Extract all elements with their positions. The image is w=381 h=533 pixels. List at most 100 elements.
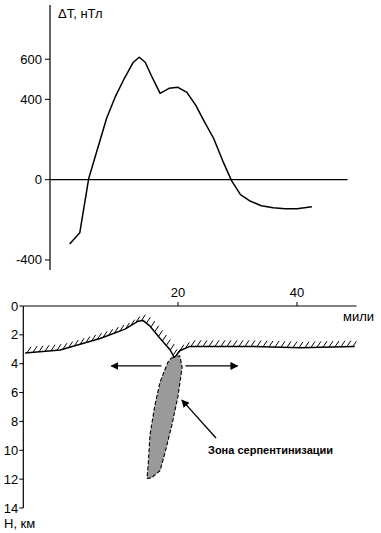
seafloor-hatch: [251, 340, 255, 346]
annotation-arrow: [182, 400, 216, 438]
seafloor-hatch: [227, 340, 231, 346]
seafloor-hatch: [63, 343, 67, 349]
figure: -4000400600ΔT, нТл204002468101214милиH, …: [0, 0, 381, 533]
seafloor-hatch: [215, 340, 219, 346]
seafloor-hatch: [45, 345, 49, 351]
annotation: Зона серпентинизации: [182, 400, 333, 456]
y-tick-label: 10: [4, 443, 18, 458]
y-tick-label: 8: [11, 414, 18, 429]
seafloor-hatch: [305, 342, 309, 348]
y-tick: [45, 259, 50, 260]
x-tick-label: 20: [171, 285, 185, 300]
y-axis: [49, 5, 50, 270]
y-tick: [19, 392, 23, 393]
y-tick-label: 4: [11, 356, 18, 371]
y-tick: [45, 99, 50, 100]
axes: -400 0 400 600 ΔT, нТл: [16, 5, 348, 270]
seafloor-hatch: [245, 340, 249, 346]
seafloor-hatch: [299, 342, 303, 348]
seafloor-hatch: [221, 340, 225, 346]
seafloor-hatch: [263, 341, 267, 347]
seafloor-hatch: [92, 335, 96, 341]
y-tick: [19, 479, 23, 480]
seafloor-hatch: [27, 347, 31, 353]
y-tick-label: 0: [35, 172, 42, 187]
seafloor-hatch: [239, 340, 243, 346]
y-tick: [19, 421, 23, 422]
x-tick-label: 40: [290, 285, 304, 300]
serpentinization-zone: [147, 356, 182, 479]
seafloor-hatch: [269, 341, 273, 347]
seafloor-hatch: [275, 341, 279, 347]
y-tick: [19, 450, 23, 451]
y-tick-label: -400: [16, 252, 42, 267]
seafloor-hatch: [136, 317, 140, 323]
spreading-arrows: [111, 365, 237, 366]
y-tick-label: 600: [20, 52, 42, 67]
seafloor-hatch: [191, 340, 195, 346]
y-tick-label: 6: [11, 385, 18, 400]
x-tick: [297, 302, 298, 306]
y-axis-title: H, км: [4, 516, 35, 531]
seafloor-hatch: [114, 327, 118, 333]
seafloor-hatch: [281, 341, 285, 347]
seafloor-hatch: [131, 320, 135, 326]
seafloor-hatch: [86, 337, 90, 343]
seafloor-hatch: [209, 340, 213, 346]
seafloor-hatch: [158, 330, 162, 336]
plot-area: [25, 315, 356, 479]
spreading-arrow: [111, 365, 161, 366]
y-tick: [45, 179, 50, 180]
y-tick-label: 12: [4, 472, 18, 487]
x-axis: [23, 305, 356, 306]
seafloor-hatch: [146, 317, 150, 323]
seafloor-hatch: [170, 344, 174, 350]
seafloor-hatch: [317, 341, 321, 347]
y-tick: [19, 508, 23, 509]
seafloor-hatch: [126, 323, 130, 329]
seafloor-hatch: [80, 338, 84, 344]
seafloor-hatch: [166, 340, 170, 346]
x-axis: [50, 179, 348, 180]
y-tick: [45, 59, 50, 60]
spreading-arrow: [185, 365, 237, 366]
axes: 20 40 0 2 4 6 8 10 12 14 мили H, км: [4, 285, 374, 531]
seafloor-hatch: [203, 340, 207, 346]
seafloor-hatch: [197, 340, 201, 346]
y-tick: [19, 334, 23, 335]
seafloor-hatch: [180, 345, 184, 351]
seafloor-hatch: [341, 341, 345, 347]
seafloor-hatch: [347, 341, 351, 347]
seafloor-hatch: [109, 329, 113, 335]
y-tick: [19, 363, 23, 364]
seafloor-hatch: [293, 342, 297, 348]
y-tick-label: 14: [4, 501, 18, 516]
y-axis: [23, 306, 24, 508]
y-tick-label: 2: [11, 327, 18, 342]
seafloor-hatch: [74, 340, 78, 346]
series-line: [70, 57, 312, 244]
seafloor-hatch: [141, 315, 145, 321]
seafloor-hatch: [97, 333, 101, 339]
y-tick-label: 0: [11, 299, 18, 314]
seafloor-hatch: [103, 331, 107, 337]
seafloor-hatch: [335, 341, 339, 347]
seafloor-hatch: [39, 346, 43, 352]
seafloor-hatch: [151, 321, 155, 327]
seafloor-hatch: [162, 335, 166, 341]
seafloor-hatch: [323, 341, 327, 347]
y-tick-label: 400: [20, 92, 42, 107]
seafloor-hatch: [233, 340, 237, 346]
y-axis-title: ΔT, нТл: [58, 6, 103, 21]
seafloor-hatch: [33, 346, 37, 352]
seafloor-hatch: [69, 342, 73, 348]
x-axis-title: мили: [343, 309, 374, 324]
seafloor-hatch: [185, 342, 189, 348]
seafloor-hatch: [120, 325, 124, 331]
series-line: [25, 320, 355, 358]
seafloor-hatch: [353, 340, 357, 346]
seafloor-hatch: [287, 341, 291, 347]
seafloor-hatch: [57, 344, 61, 350]
seafloor-hatch: [155, 326, 159, 332]
plot-area: [70, 57, 312, 244]
